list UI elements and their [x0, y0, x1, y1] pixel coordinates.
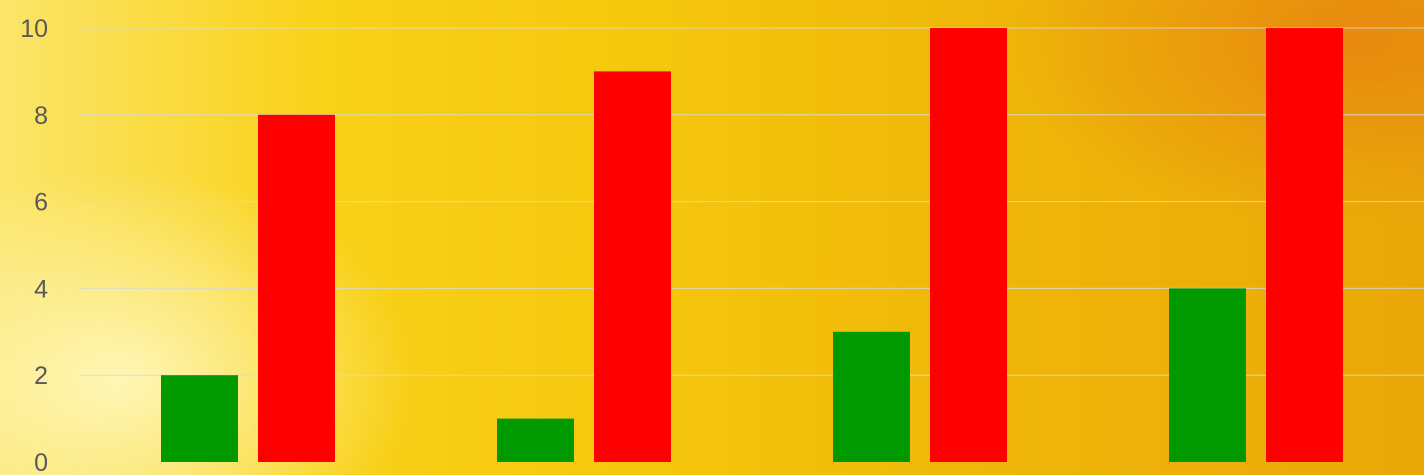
bar-series-2-category-1 [258, 114, 335, 463]
bar-series-1-category-2 [497, 418, 574, 462]
bar-series-1-category-4 [1169, 288, 1246, 462]
bar-series-1-category-1 [161, 375, 238, 462]
bar-series-2-category-2 [594, 71, 671, 463]
bar-series-2-category-3 [930, 28, 1007, 462]
bar-series-2-category-4 [1266, 28, 1343, 462]
y-tick-label: 6 [34, 189, 48, 217]
y-tick-label: 0 [34, 449, 48, 475]
bar-series-1-category-3 [833, 331, 910, 462]
y-tick-label: 8 [34, 102, 48, 130]
y-axis: 0 2 4 6 8 10 [20, 15, 48, 475]
y-tick-label: 4 [34, 275, 48, 303]
y-tick-label: 2 [34, 362, 48, 390]
y-tick-label: 10 [20, 15, 48, 43]
bars [161, 28, 1343, 463]
